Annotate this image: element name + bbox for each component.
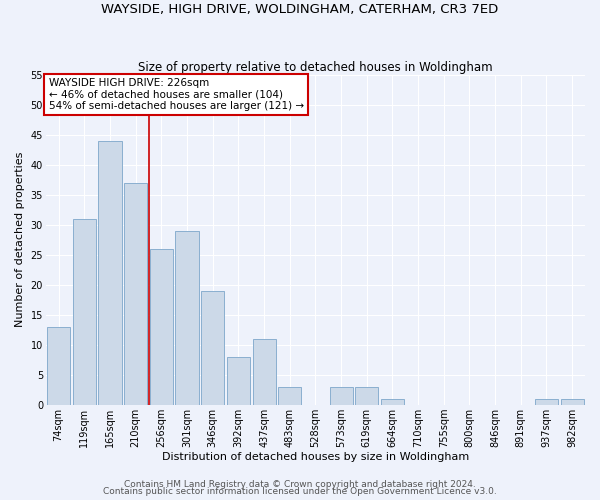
Bar [535, 398, 558, 404]
Text: WAYSIDE HIGH DRIVE: 226sqm
← 46% of detached houses are smaller (104)
54% of sem: WAYSIDE HIGH DRIVE: 226sqm ← 46% of deta… [49, 78, 304, 111]
Bar [150, 248, 173, 404]
Text: WAYSIDE, HIGH DRIVE, WOLDINGHAM, CATERHAM, CR3 7ED: WAYSIDE, HIGH DRIVE, WOLDINGHAM, CATERHA… [101, 2, 499, 16]
Bar [73, 218, 96, 404]
Bar [278, 386, 301, 404]
Bar [201, 290, 224, 405]
Bar [253, 338, 275, 404]
Bar [227, 356, 250, 405]
Title: Size of property relative to detached houses in Woldingham: Size of property relative to detached ho… [138, 60, 493, 74]
Bar [98, 140, 122, 404]
Bar [560, 398, 584, 404]
Bar [355, 386, 379, 404]
Bar [124, 182, 147, 404]
Bar [47, 326, 70, 404]
Bar [175, 230, 199, 404]
Text: Contains HM Land Registry data © Crown copyright and database right 2024.: Contains HM Land Registry data © Crown c… [124, 480, 476, 489]
Bar [381, 398, 404, 404]
X-axis label: Distribution of detached houses by size in Woldingham: Distribution of detached houses by size … [162, 452, 469, 462]
Bar [329, 386, 353, 404]
Y-axis label: Number of detached properties: Number of detached properties [15, 152, 25, 328]
Text: Contains public sector information licensed under the Open Government Licence v3: Contains public sector information licen… [103, 487, 497, 496]
